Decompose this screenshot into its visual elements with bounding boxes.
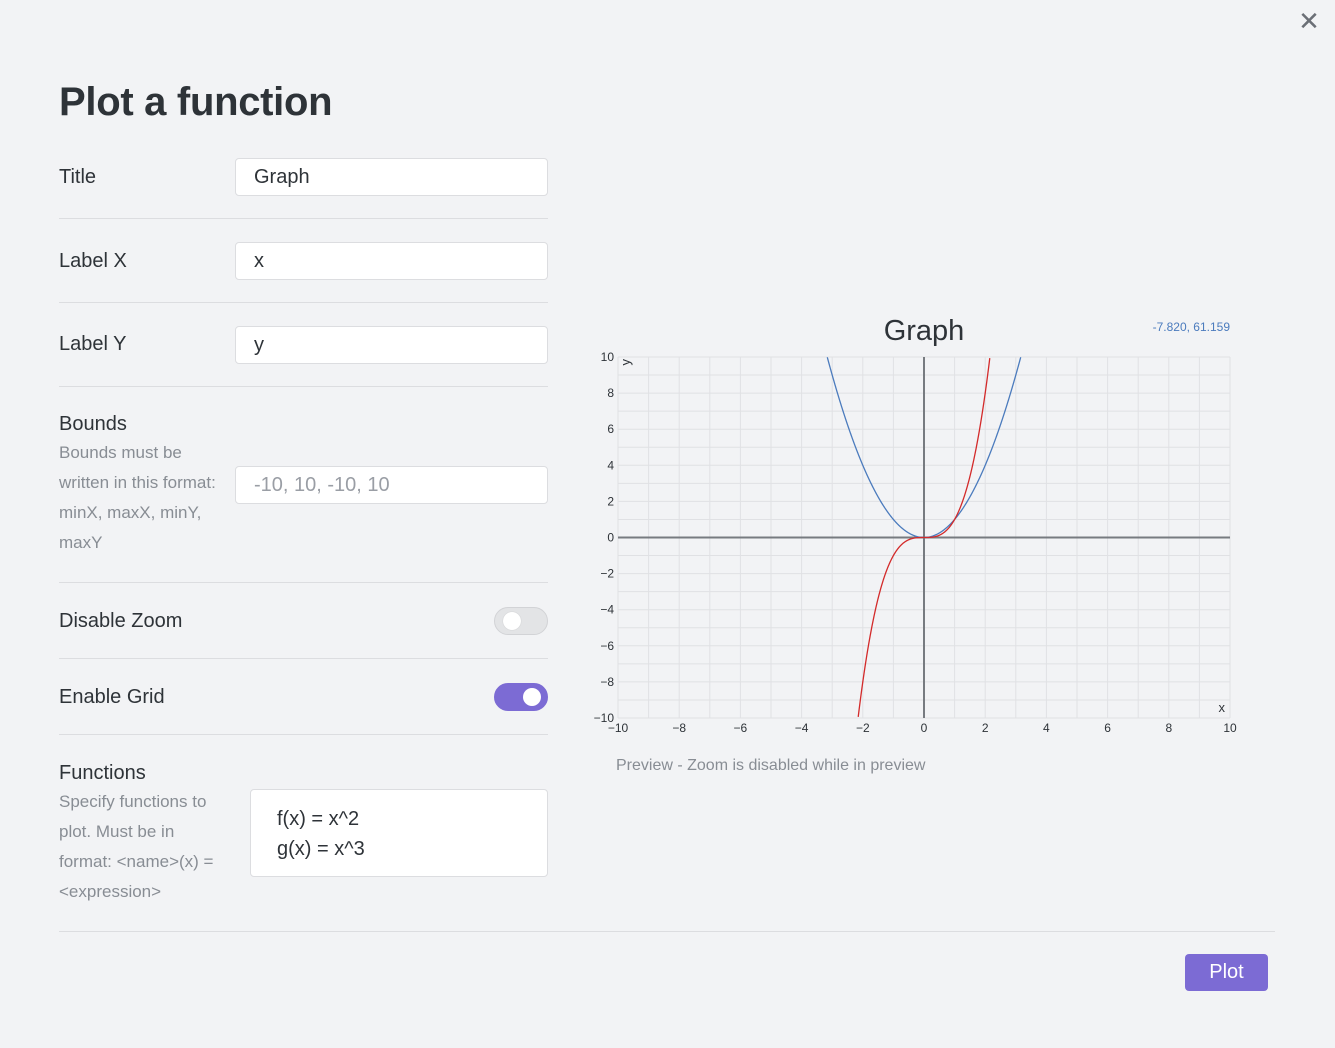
y-axis-label: y [618, 359, 633, 366]
y-tick-label: 4 [607, 458, 614, 472]
y-tick-label: −8 [600, 675, 614, 689]
y-tick-label: −6 [600, 639, 614, 653]
chart-title: Graph [884, 315, 965, 347]
setting-divider [59, 218, 548, 219]
tick-labels: −10 −8 −6 −4 −2 0 2 4 6 8 10 −10 −8 −6 −4 −2 0 2 4 6 8 10 [594, 350, 1237, 735]
x-tick-label: 6 [1104, 721, 1111, 735]
x-tick-label: −8 [672, 721, 686, 735]
title-input[interactable] [235, 158, 548, 196]
x-axis-label: x [1219, 700, 1226, 715]
x-tick-label: 2 [982, 721, 989, 735]
setting-functions-description: Specify functions to plot. Must be in fo… [59, 792, 214, 901]
series-line [857, 358, 991, 717]
x-tick-label: 0 [921, 721, 928, 735]
y-tick-label: 2 [607, 494, 614, 508]
close-icon[interactable]: ✕ [1298, 6, 1320, 36]
y-tick-label: 0 [607, 531, 614, 545]
preview-caption: Preview - Zoom is disabled while in prev… [616, 757, 926, 774]
setting-divider [59, 582, 548, 583]
setting-divider [59, 386, 548, 387]
modal-title: Plot a function [59, 80, 333, 124]
series-lines [826, 357, 1022, 717]
setting-divider [59, 302, 548, 303]
x-tick-label: −4 [795, 721, 809, 735]
footer-divider [59, 931, 1275, 932]
y-tick-label: 10 [601, 350, 615, 364]
function-plot[interactable]: Graph -7.820, 61.159 −10 −8 −6 −4 −2 0 2 4 6 8 10−… [580, 300, 1260, 740]
setting-label-x-label: Label X [59, 250, 127, 272]
x-tick-label: −10 [608, 721, 629, 735]
enable-grid-toggle[interactable] [494, 683, 548, 711]
setting-divider [59, 734, 548, 735]
x-tick-label: −2 [856, 721, 870, 735]
disable-zoom-toggle[interactable] [494, 607, 548, 635]
setting-bounds-label: Bounds [59, 413, 127, 435]
y-tick-label: −4 [600, 603, 614, 617]
y-tick-label: −10 [594, 711, 615, 725]
x-tick-label: 8 [1165, 721, 1172, 735]
y-tick-label: 8 [607, 386, 614, 400]
label-y-input[interactable] [235, 326, 548, 364]
functions-textarea[interactable]: f(x) = x^2 g(x) = x^3 [250, 789, 548, 877]
label-x-input[interactable] [235, 242, 548, 280]
setting-label-y-label: Label Y [59, 333, 127, 355]
x-tick-label: 4 [1043, 721, 1050, 735]
y-tick-label: −2 [600, 567, 614, 581]
toggle-knob [523, 688, 541, 706]
setting-divider [59, 658, 548, 659]
bounds-input[interactable] [235, 466, 548, 504]
setting-disable-zoom-label: Disable Zoom [59, 610, 183, 632]
setting-functions-label: Functions [59, 762, 146, 784]
toggle-knob [503, 612, 521, 630]
y-tick-label: 6 [607, 422, 614, 436]
setting-title-label: Title [59, 166, 97, 188]
x-tick-label: −6 [734, 721, 748, 735]
x-tick-label: 10 [1223, 721, 1237, 735]
setting-enable-grid-label: Enable Grid [59, 686, 165, 708]
setting-bounds-description: Bounds must be written in this format: m… [59, 443, 216, 552]
coordinate-readout: -7.820, 61.159 [1153, 320, 1231, 334]
plot-button[interactable]: Plot [1185, 954, 1268, 991]
